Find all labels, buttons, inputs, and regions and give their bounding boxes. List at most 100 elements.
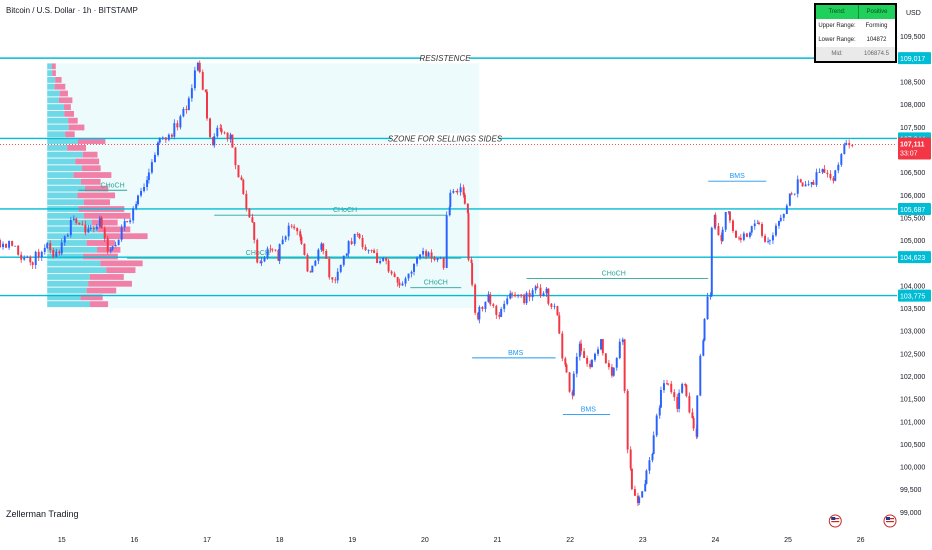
candle-down (558, 315, 561, 334)
candle-up (703, 319, 706, 341)
candle-down (328, 258, 331, 278)
volume-bar-up (47, 185, 85, 192)
volume-bar-up (47, 287, 87, 294)
candle-down (303, 243, 306, 255)
candle-up (111, 246, 114, 250)
candle-down (536, 286, 539, 288)
candle-down (717, 226, 720, 236)
candle-down (667, 383, 670, 385)
candle-down (373, 250, 376, 253)
candle-up (699, 355, 702, 396)
structure-annotations: CHoCHCHoCHCHoCHCHoCHCHoCHBMSBMSBMS (78, 173, 767, 415)
flag-stripe (886, 521, 894, 523)
candle-down (610, 367, 613, 376)
info-value: 104872 (866, 37, 887, 43)
volume-bar-down (81, 165, 101, 172)
candle-up (284, 236, 287, 240)
current-price-text: 107,111 (900, 141, 925, 148)
candle-up (641, 491, 644, 498)
y-tick-label: 105,500 (900, 215, 925, 222)
candle-down (462, 187, 465, 195)
candle-down (370, 250, 373, 251)
info-row-mid: Mid: 106874.5 (816, 47, 895, 61)
volume-bar-down (97, 226, 131, 233)
volume-bar-down (83, 212, 131, 219)
x-tick-label: 16 (130, 537, 138, 544)
candle-up (213, 136, 216, 146)
candle-down (692, 417, 695, 429)
candle-down (299, 231, 302, 237)
candle-down (829, 173, 832, 179)
candle-up (63, 236, 66, 243)
candle-up (379, 260, 382, 264)
candle-down (580, 343, 583, 352)
candle-up (645, 470, 648, 484)
volume-bar-down (100, 260, 143, 267)
volume-bar-down (59, 90, 68, 97)
candle-down (385, 257, 388, 261)
candle-down (799, 179, 802, 183)
candle-up (367, 250, 370, 251)
candle-down (823, 169, 826, 173)
candle-down (164, 137, 167, 140)
candle-up (593, 353, 596, 360)
candle-down (481, 306, 484, 309)
candle-up (843, 145, 846, 155)
candle-up (317, 249, 320, 261)
candle-up (771, 235, 774, 241)
candle-up (342, 255, 345, 265)
candle-down (11, 241, 14, 246)
candle-down (528, 292, 531, 298)
candle-up (143, 186, 146, 191)
volume-bar-up (47, 260, 101, 267)
time-axis-bg (0, 530, 897, 550)
level-label: SZONE FOR SELLINGS SIDES (388, 134, 503, 143)
candle-up (40, 251, 43, 258)
candle-up (190, 88, 193, 99)
candle-up (750, 226, 753, 233)
candle-down (393, 273, 396, 278)
candle-up (658, 407, 661, 416)
candle-down (0, 240, 1, 248)
candle-down (322, 243, 325, 251)
level-price-text: 103,775 (900, 294, 925, 301)
candle-down (364, 247, 367, 251)
candle-up (339, 264, 342, 272)
candle-down (691, 412, 694, 418)
price-axis-bg (897, 0, 932, 550)
volume-bar-down (80, 178, 101, 185)
candle-up (140, 190, 143, 196)
candle-up (721, 229, 724, 241)
x-tick-label: 19 (348, 537, 356, 544)
volume-bar-down (67, 144, 87, 151)
candle-down (738, 237, 741, 239)
candle-up (706, 296, 709, 320)
volume-bar-down (88, 280, 132, 287)
candle-down (442, 257, 445, 268)
x-tick-label: 21 (494, 537, 502, 544)
candle-down (520, 294, 523, 296)
volume-bar-down (91, 219, 118, 226)
candle-down (198, 62, 201, 73)
candle-up (287, 225, 290, 237)
candle-down (433, 258, 436, 260)
candle-down (463, 194, 466, 204)
volume-bar-up (47, 226, 98, 233)
volume-bar-up (47, 246, 98, 253)
candle-down (523, 294, 526, 304)
candle-up (782, 214, 785, 218)
candle-up (788, 193, 791, 206)
candle-up (777, 220, 780, 226)
candle-down (17, 245, 20, 255)
candle-up (55, 251, 58, 257)
candle-down (331, 277, 334, 280)
candle-up (2, 243, 5, 248)
candle-down (589, 363, 592, 368)
candle-down (790, 193, 793, 195)
candle-up (478, 306, 481, 320)
candle-down (826, 172, 829, 174)
candle-up (553, 306, 556, 307)
time-axis: 15 16 17 18 19 20 21 22 23 24 25 26 (0, 530, 897, 550)
candle-up (320, 243, 323, 250)
